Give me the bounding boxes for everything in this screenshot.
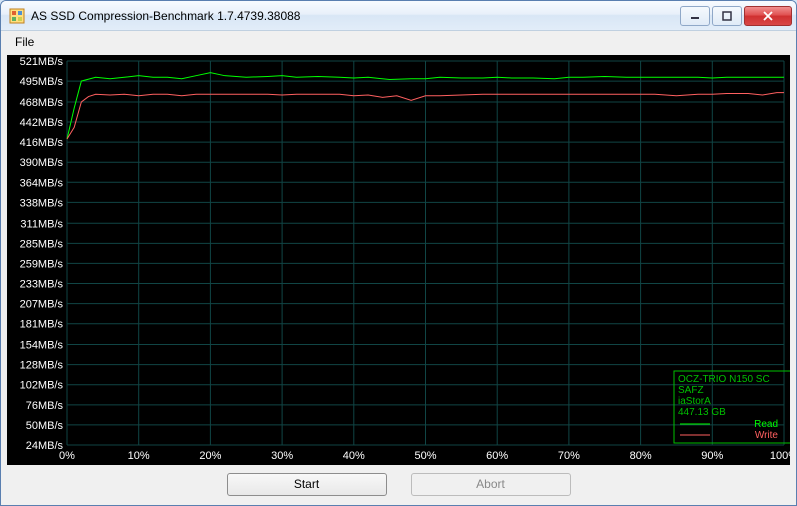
minimize-icon <box>690 11 700 21</box>
svg-text:259MB/s: 259MB/s <box>20 258 64 270</box>
svg-text:154MB/s: 154MB/s <box>20 340 64 352</box>
svg-text:SAFZ: SAFZ <box>678 385 704 396</box>
svg-text:90%: 90% <box>701 450 723 462</box>
button-row: Start Abort <box>1 469 796 505</box>
svg-text:Write: Write <box>755 430 779 441</box>
svg-text:50%: 50% <box>414 450 436 462</box>
svg-text:102MB/s: 102MB/s <box>20 380 64 392</box>
compression-chart: 24MB/s 50MB/s 76MB/s 102MB/s 128MB/s 154MB/s 1… <box>7 55 790 465</box>
svg-text:468MB/s: 468MB/s <box>20 97 64 109</box>
svg-text:181MB/s: 181MB/s <box>20 319 64 331</box>
svg-text:495MB/s: 495MB/s <box>20 76 64 88</box>
svg-text:233MB/s: 233MB/s <box>20 279 64 291</box>
svg-text:0%: 0% <box>59 450 75 462</box>
chart-area: 24MB/s 50MB/s 76MB/s 102MB/s 128MB/s 154MB/s 1… <box>7 55 790 465</box>
window-controls <box>680 6 792 26</box>
window-title: AS SSD Compression-Benchmark 1.7.4739.38… <box>31 9 680 23</box>
svg-text:40%: 40% <box>343 450 365 462</box>
maximize-button[interactable] <box>712 6 742 26</box>
svg-text:128MB/s: 128MB/s <box>20 360 64 372</box>
minimize-button[interactable] <box>680 6 710 26</box>
svg-text:50MB/s: 50MB/s <box>26 420 64 432</box>
svg-text:80%: 80% <box>630 450 652 462</box>
svg-text:60%: 60% <box>486 450 508 462</box>
svg-text:447.13 GB: 447.13 GB <box>678 407 726 418</box>
svg-text:10%: 10% <box>128 450 150 462</box>
svg-text:311MB/s: 311MB/s <box>20 218 63 230</box>
menubar: File <box>1 31 796 53</box>
svg-text:285MB/s: 285MB/s <box>20 238 64 250</box>
app-icon <box>9 8 25 24</box>
svg-text:521MB/s: 521MB/s <box>20 56 64 68</box>
app-window: AS SSD Compression-Benchmark 1.7.4739.38… <box>0 0 797 506</box>
svg-text:338MB/s: 338MB/s <box>20 197 64 209</box>
titlebar[interactable]: AS SSD Compression-Benchmark 1.7.4739.38… <box>1 1 796 31</box>
svg-text:100%: 100% <box>770 450 790 462</box>
start-button[interactable]: Start <box>227 473 387 496</box>
svg-text:OCZ-TRIO N150 SC: OCZ-TRIO N150 SC <box>678 374 770 385</box>
svg-text:24MB/s: 24MB/s <box>26 440 64 452</box>
abort-button[interactable]: Abort <box>411 473 571 496</box>
svg-text:20%: 20% <box>199 450 221 462</box>
svg-text:Read: Read <box>754 419 778 430</box>
svg-text:442MB/s: 442MB/s <box>20 117 64 129</box>
close-button[interactable] <box>744 6 792 26</box>
svg-text:30%: 30% <box>271 450 293 462</box>
svg-text:390MB/s: 390MB/s <box>20 157 64 169</box>
close-icon <box>763 11 773 21</box>
svg-text:76MB/s: 76MB/s <box>26 400 64 412</box>
svg-text:364MB/s: 364MB/s <box>20 177 64 189</box>
maximize-icon <box>722 11 732 21</box>
menu-file[interactable]: File <box>7 33 42 51</box>
svg-text:207MB/s: 207MB/s <box>20 299 64 311</box>
svg-text:416MB/s: 416MB/s <box>20 137 64 149</box>
svg-text:iaStorA: iaStorA <box>678 396 711 407</box>
svg-text:70%: 70% <box>558 450 580 462</box>
